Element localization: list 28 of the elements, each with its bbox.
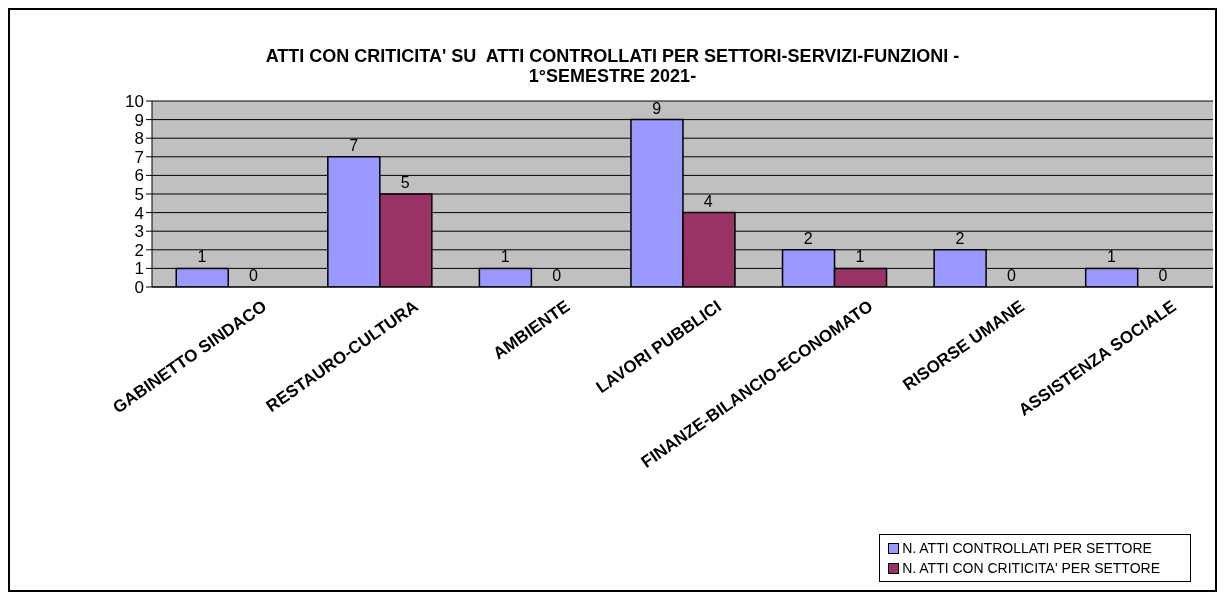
data-label: 1 <box>855 248 865 266</box>
chart-title: ATTI CON CRITICITA' SU ATTI CONTROLLATI PER SETTORI-SERVIZI-FUNZIONI - 1°SEMESTRE 2021- <box>264 46 961 86</box>
data-label: 2 <box>955 229 965 247</box>
legend-label: N. ATTI CONTROLLATI PER SETTORE <box>902 539 1152 558</box>
y-tick-label: 5 <box>134 185 144 205</box>
legend-label: N. ATTI CON CRITICITA' PER SETTORE <box>902 559 1160 578</box>
data-label: 1 <box>1106 248 1116 266</box>
y-tick-label: 9 <box>134 110 144 130</box>
data-label: 9 <box>652 99 662 117</box>
data-label: 1 <box>500 248 510 266</box>
y-tick-label: 4 <box>134 203 144 223</box>
data-label: 2 <box>803 229 813 247</box>
data-label: 4 <box>703 192 713 210</box>
y-tick-label: 7 <box>134 147 144 167</box>
y-tick-label: 1 <box>134 259 144 279</box>
y-tick-label: 2 <box>134 240 144 260</box>
data-label: 7 <box>349 136 359 154</box>
data-label: 0 <box>1006 267 1016 284</box>
data-label: 0 <box>1158 267 1168 284</box>
y-tick-label: 6 <box>134 166 144 186</box>
y-tick-label: 0 <box>134 278 144 298</box>
data-label: 0 <box>552 267 562 284</box>
y-tick-label: 10 <box>125 92 144 112</box>
y-tick-label: 3 <box>134 222 144 242</box>
data-label: 0 <box>249 267 259 284</box>
y-tick-label: 8 <box>134 129 144 149</box>
data-label: 5 <box>400 174 410 191</box>
data-label: 1 <box>197 248 207 266</box>
